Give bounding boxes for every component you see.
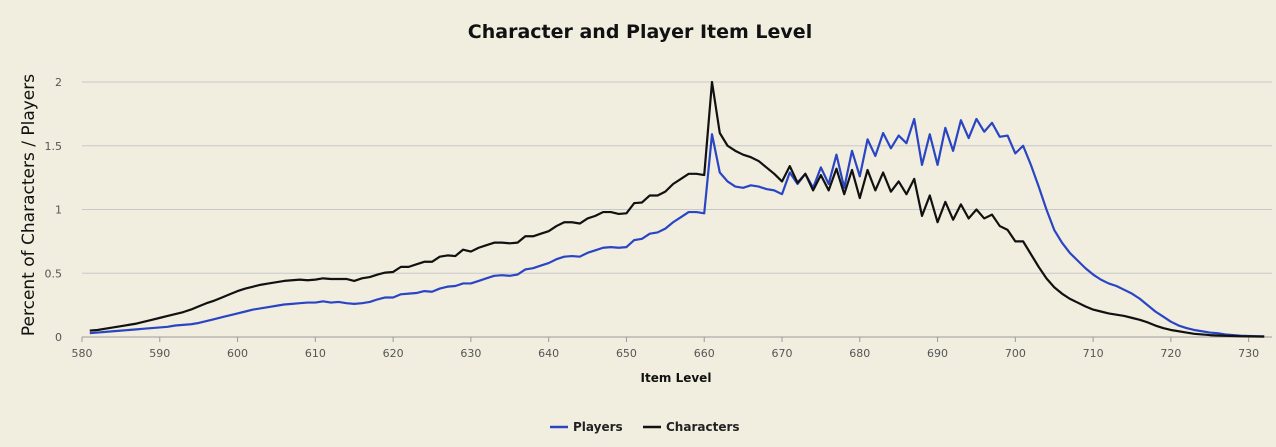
x-tick-label: 600 bbox=[227, 347, 248, 360]
x-tick-label: 610 bbox=[305, 347, 326, 360]
legend-item-characters[interactable]: Characters bbox=[643, 420, 740, 434]
legend-label-players: Players bbox=[573, 420, 623, 434]
y-tick-labels: 0 0.5 1 1.5 2 bbox=[45, 76, 63, 344]
series-line-players[interactable] bbox=[89, 117, 1265, 338]
y-tick-label: 0 bbox=[55, 331, 62, 344]
legend-item-players[interactable]: Players bbox=[550, 420, 623, 434]
x-tick-label: 670 bbox=[772, 347, 793, 360]
x-tick-label: 640 bbox=[538, 347, 559, 360]
x-tick-labels: 580 590 600 610 620 630 640 650 660 670 680 690 700 7… bbox=[72, 337, 1259, 360]
y-axis-label: Percent of Characters / Players bbox=[19, 74, 39, 336]
x-tick-label: 620 bbox=[383, 347, 404, 360]
x-tick-label: 720 bbox=[1160, 347, 1181, 360]
x-tick-label: 700 bbox=[1005, 347, 1026, 360]
x-axis-label: Item Level bbox=[641, 371, 712, 385]
x-tick-label: 730 bbox=[1238, 347, 1259, 360]
x-tick-label: 680 bbox=[849, 347, 870, 360]
x-tick-label: 590 bbox=[149, 347, 170, 360]
gridlines bbox=[82, 81, 1272, 274]
series-lines bbox=[89, 80, 1265, 338]
chart-title: Character and Player Item Level bbox=[468, 21, 812, 43]
y-tick-label: 1.5 bbox=[45, 140, 63, 153]
y-tick-label: 2 bbox=[55, 76, 62, 89]
x-tick-label: 650 bbox=[616, 347, 637, 360]
x-tick-label: 630 bbox=[460, 347, 481, 360]
x-tick-label: 580 bbox=[72, 347, 93, 360]
series-line-characters[interactable] bbox=[89, 80, 1265, 338]
x-tick-label: 690 bbox=[927, 347, 948, 360]
legend: Players Characters bbox=[550, 420, 740, 434]
x-tick-label: 710 bbox=[1083, 347, 1104, 360]
y-tick-label: 1 bbox=[55, 204, 62, 217]
y-tick-label: 0.5 bbox=[45, 267, 63, 280]
legend-label-characters: Characters bbox=[666, 420, 740, 434]
x-tick-label: 660 bbox=[694, 347, 715, 360]
